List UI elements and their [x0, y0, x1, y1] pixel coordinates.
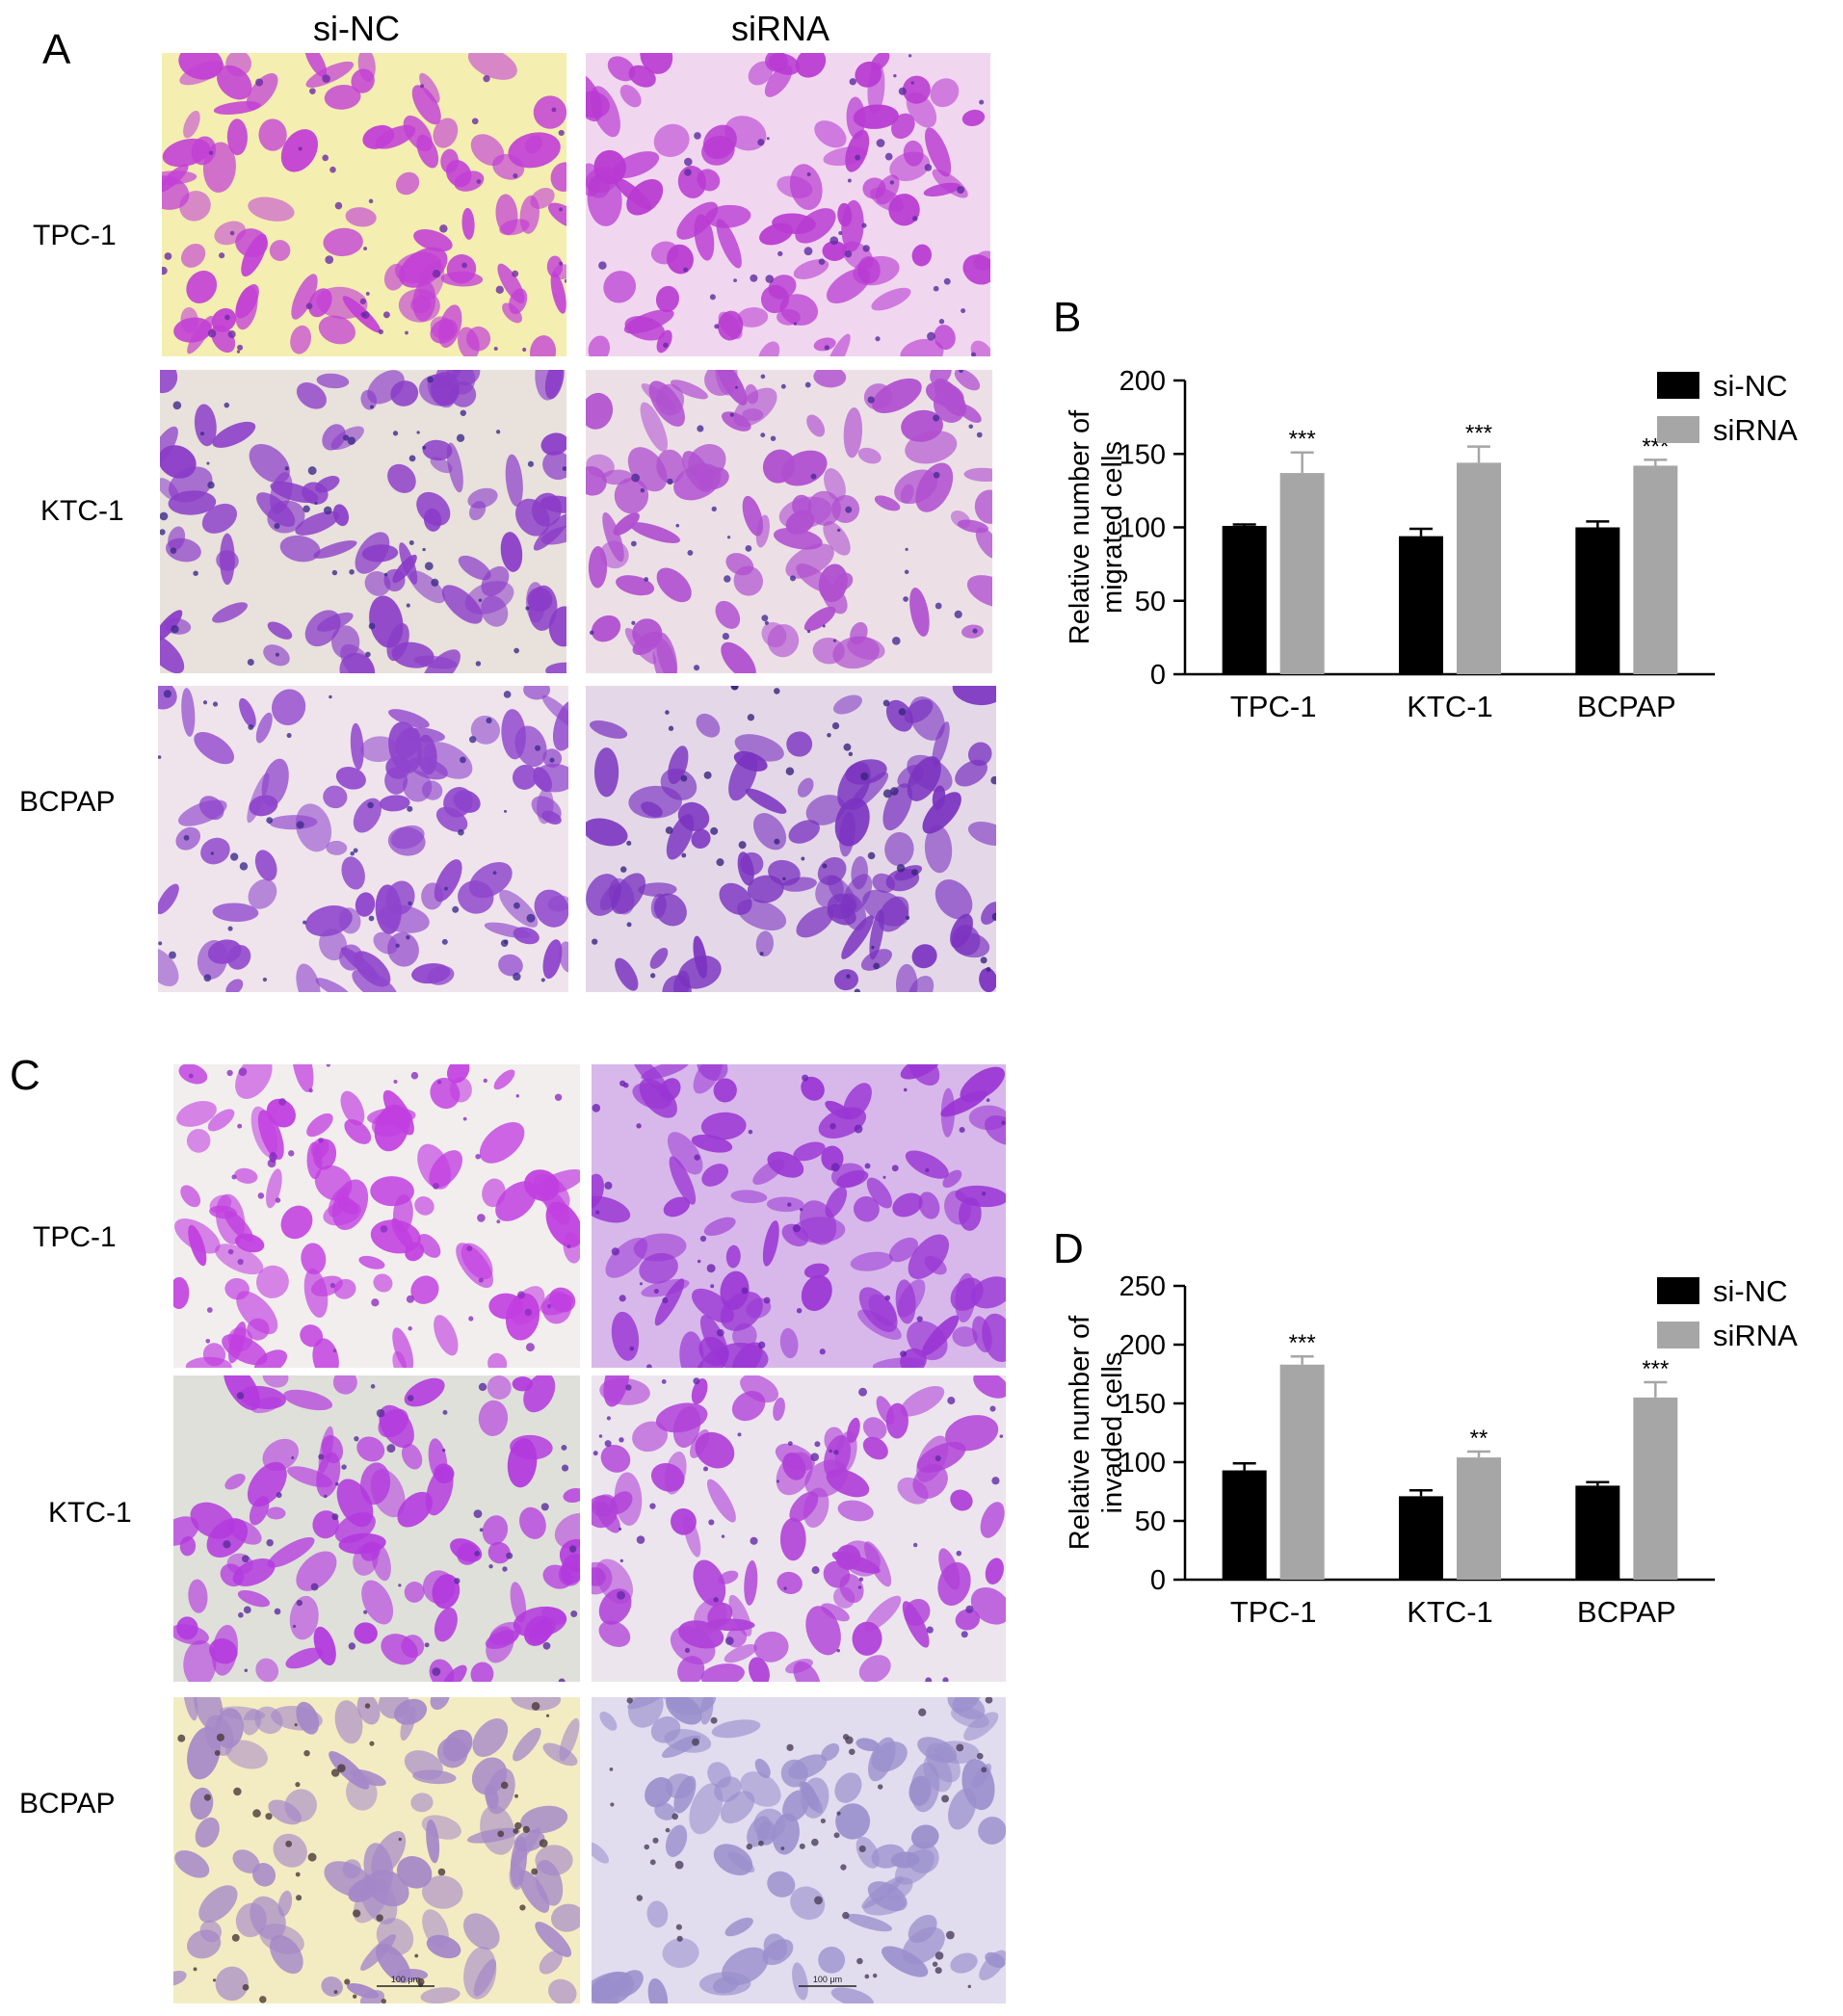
legend-label: siRNA: [1713, 1319, 1798, 1352]
legend-label: si-NC: [1713, 369, 1788, 403]
panel-letter-c: C: [10, 1052, 40, 1099]
y-tick-label: 150: [1119, 1389, 1166, 1420]
micrograph-a-tpc1-si-nc: [162, 53, 566, 356]
x-tick-label: TPC-1: [1230, 1595, 1317, 1629]
micrograph-c-ktc1-si-nc: [173, 1375, 580, 1682]
chart-d-invaded-cells: 0 50 100 150 200 250 Relative number of invaded…: [1040, 1252, 1830, 1637]
scale-bar-label: 100 μm: [813, 1975, 842, 1984]
y-tick-label: 100: [1119, 513, 1166, 544]
bar-sirna-tpc-1: [1279, 1364, 1325, 1580]
y-axis-label: invaded cells: [1097, 1352, 1128, 1514]
y-tick-label: 200: [1119, 1330, 1166, 1361]
bar-sirna-bcpap: [1633, 465, 1678, 674]
y-axis-label: Relative number of: [1065, 1315, 1095, 1550]
panel-letter-d: D: [1053, 1225, 1084, 1272]
micrograph-c-tpc1-si-nc: [173, 1064, 580, 1368]
column-header-si-nc: si-NC: [313, 9, 400, 48]
x-tick-label: BCPAP: [1577, 1595, 1676, 1629]
y-tick-label: 50: [1135, 1506, 1166, 1537]
significance-marker: ***: [1465, 421, 1492, 447]
scale-bar-label: 100 μm: [391, 1975, 420, 1984]
legend-swatch: [1657, 1277, 1699, 1304]
bar-sirna-tpc-1: [1279, 473, 1325, 674]
micrograph-c-bcpap-sirna: 100 μm: [592, 1697, 1006, 2003]
significance-marker: ***: [1642, 1356, 1669, 1382]
micrograph-a-tpc1-sirna: [586, 53, 990, 356]
row-label-c-ktc1: KTC-1: [48, 1497, 132, 1529]
y-tick-label: 0: [1150, 1565, 1166, 1596]
legend-label: si-NC: [1713, 1274, 1788, 1308]
micrograph-a-bcpap-sirna: [586, 686, 996, 992]
bar-si-nc-ktc-1: [1399, 1496, 1443, 1580]
bar-sirna-bcpap: [1633, 1397, 1678, 1580]
legend-label: siRNA: [1713, 413, 1798, 447]
micrograph-c-ktc1-sirna: [592, 1375, 1006, 1682]
bar-si-nc-bcpap: [1575, 1485, 1620, 1580]
y-tick-label: 100: [1119, 1448, 1166, 1479]
bar-sirna-ktc-1: [1457, 462, 1501, 674]
chart-b-migrated-cells: 0 50 100 150 200 Relative number of migrated c…: [1040, 347, 1830, 732]
y-tick-label: 250: [1119, 1271, 1166, 1302]
micrograph-a-bcpap-si-nc: [158, 686, 568, 992]
bar-si-nc-ktc-1: [1399, 536, 1443, 674]
legend-swatch: [1657, 372, 1699, 399]
row-label-c-bcpap: BCPAP: [19, 1788, 116, 1820]
y-tick-label: 50: [1135, 587, 1166, 617]
bar-si-nc-bcpap: [1575, 527, 1620, 674]
y-tick-label: 0: [1150, 660, 1166, 691]
y-tick-label: 150: [1119, 439, 1166, 470]
row-label-a-ktc1: KTC-1: [40, 495, 124, 527]
legend-swatch: [1657, 1322, 1699, 1348]
row-label-c-tpc1: TPC-1: [33, 1221, 117, 1253]
y-axis-label: Relative number of: [1065, 409, 1095, 644]
bar-sirna-ktc-1: [1457, 1457, 1501, 1580]
micrograph-c-tpc1-sirna: [592, 1064, 1006, 1368]
x-tick-label: TPC-1: [1230, 690, 1317, 723]
panel-letter-a: A: [42, 26, 71, 73]
panel-letter-b: B: [1053, 294, 1082, 341]
bar-si-nc-tpc-1: [1222, 525, 1267, 674]
significance-marker: ***: [1289, 1330, 1316, 1356]
y-tick-label: 200: [1119, 366, 1166, 397]
micrograph-c-bcpap-si-nc: 100 μm: [173, 1697, 580, 2003]
bar-si-nc-tpc-1: [1222, 1470, 1267, 1580]
row-label-a-bcpap: BCPAP: [19, 786, 116, 818]
significance-marker: ***: [1289, 427, 1316, 453]
x-tick-label: KTC-1: [1407, 690, 1493, 723]
row-label-a-tpc1: TPC-1: [33, 220, 117, 251]
significance-marker: **: [1470, 1426, 1488, 1452]
x-tick-label: BCPAP: [1577, 690, 1676, 723]
column-header-sirna: siRNA: [730, 9, 829, 48]
micrograph-a-ktc1-si-nc: [160, 370, 566, 673]
micrograph-a-ktc1-sirna: [586, 370, 992, 673]
legend-swatch: [1657, 416, 1699, 443]
y-axis-label: migrated cells: [1097, 441, 1128, 614]
x-tick-label: KTC-1: [1407, 1595, 1493, 1629]
